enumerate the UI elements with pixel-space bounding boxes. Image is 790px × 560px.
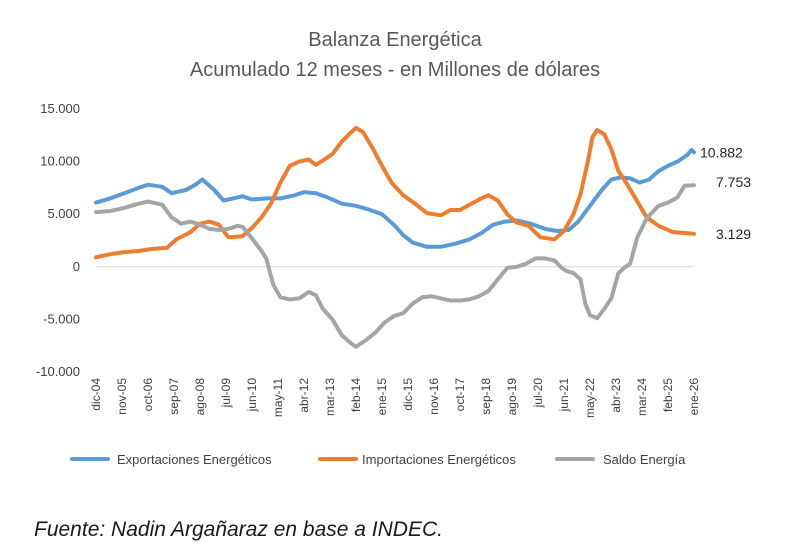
x-tick-label: nov-05 <box>115 378 129 415</box>
end-labels: 10.882 3.129 7.753 <box>700 144 751 242</box>
chart-subtitle: Acumulado 12 meses - en Millones de dóla… <box>190 59 600 81</box>
y-axis: 15.000 10.000 5.000 0 -5.000 -10.000 <box>36 101 80 379</box>
x-tick-label: jul-20 <box>531 378 545 409</box>
x-tick-label: jun-21 <box>557 378 571 413</box>
x-tick-label: dic-04 <box>89 378 103 411</box>
x-tick-label: ago-19 <box>505 378 519 416</box>
series-line-1 <box>94 125 696 260</box>
chart: Balanza Energética Acumulado 12 meses - … <box>36 29 751 467</box>
y-tick-label: 0 <box>73 259 80 274</box>
legend-label: Saldo Energía <box>603 452 686 467</box>
x-tick-label: jul-09 <box>219 378 233 409</box>
y-tick-label: -10.000 <box>36 364 80 379</box>
x-tick-label: oct-06 <box>141 378 155 412</box>
x-tick-label: jun-10 <box>245 378 259 413</box>
series-lines <box>94 125 696 349</box>
end-value-label: 10.882 <box>700 144 743 160</box>
y-tick-label: 10.000 <box>40 154 80 169</box>
x-tick-label: dic-15 <box>401 378 415 411</box>
x-tick-label: may-11 <box>271 378 285 417</box>
chart-title: Balanza Energética <box>308 29 482 51</box>
series-line-2 <box>94 183 696 349</box>
x-tick-label: abr-23 <box>609 378 623 413</box>
x-tick-label: feb-25 <box>661 378 675 412</box>
end-value-label: 3.129 <box>716 226 751 242</box>
x-tick-label: abr-12 <box>297 378 311 413</box>
source-note: Fuente: Nadin Argañaraz en base a INDEC. <box>34 518 443 541</box>
x-axis: dic-04 nov-05 oct-06 sep-07 ago-08 jul-09 jun-… <box>89 266 701 418</box>
y-tick-label: -5.000 <box>43 311 80 326</box>
x-tick-label: sep-07 <box>167 378 181 415</box>
x-tick-label: nov-16 <box>427 378 441 415</box>
y-tick-label: 5.000 <box>47 206 80 221</box>
x-tick-label: may-22 <box>583 378 597 418</box>
x-tick-label: ene-15 <box>375 378 389 416</box>
x-tick-label: ene-26 <box>687 378 701 416</box>
x-tick-label: sep-18 <box>479 378 493 415</box>
legend: Exportaciones Energéticos Importaciones E… <box>70 452 686 467</box>
end-value-label: 7.753 <box>716 174 751 190</box>
x-tick-label: ago-08 <box>193 378 207 416</box>
series-line-0 <box>94 148 696 249</box>
x-tick-label: feb-14 <box>349 378 363 412</box>
y-tick-label: 15.000 <box>40 101 80 116</box>
legend-label: Importaciones Energéticos <box>362 452 516 467</box>
x-tick-label: oct-17 <box>453 378 467 412</box>
legend-label: Exportaciones Energéticos <box>117 452 272 467</box>
x-tick-label: mar-13 <box>323 378 337 416</box>
x-tick-label: mar-24 <box>635 378 649 416</box>
